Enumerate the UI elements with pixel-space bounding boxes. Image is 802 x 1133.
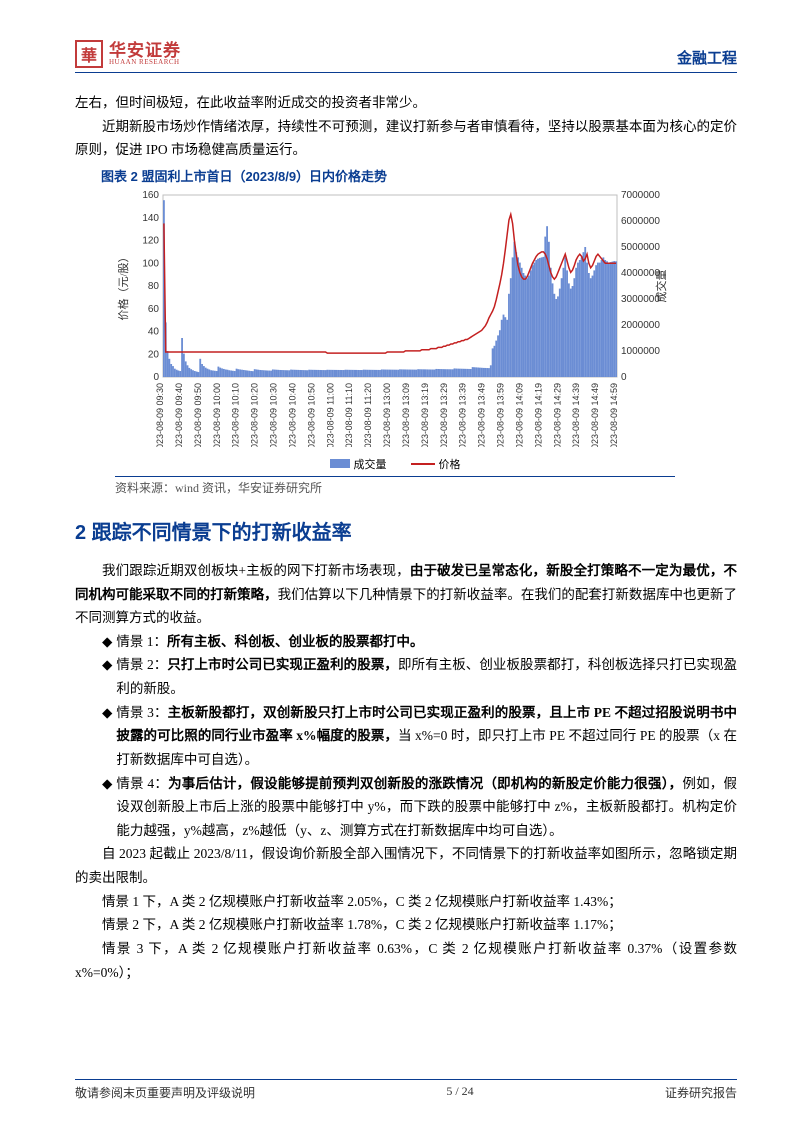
- page: 華 华安证券 HUAAN RESEARCH 金融工程 左右，但时间极短，在此收益…: [0, 0, 802, 1133]
- page-footer: 敬请参阅末页重要声明及评级说明 5 / 24 证券研究报告: [75, 1079, 737, 1101]
- svg-text:3000000: 3000000: [621, 294, 660, 305]
- svg-text:2023-08-09 10:00: 2023-08-09 10:00: [212, 383, 222, 447]
- svg-text:60: 60: [148, 304, 160, 315]
- logo-icon: 華: [75, 40, 103, 68]
- intro-p1: 左右，但时间极短，在此收益率附近成交的投资者非常少。: [75, 91, 737, 115]
- svg-text:2023-08-09 13:29: 2023-08-09 13:29: [439, 383, 449, 447]
- page-header: 華 华安证券 HUAAN RESEARCH 金融工程: [75, 40, 737, 73]
- svg-text:6000000: 6000000: [621, 216, 660, 227]
- svg-text:100: 100: [142, 258, 159, 269]
- bullet-icon: ◆: [102, 630, 112, 654]
- svg-text:2023-08-09 09:50: 2023-08-09 09:50: [193, 383, 203, 447]
- scenario-4: ◆ 情景 4：为事后估计，假设能够提前预判双创新股的涨跌情况（即机构的新股定价能…: [102, 772, 737, 843]
- svg-text:成交量: 成交量: [654, 269, 668, 302]
- svg-text:2000000: 2000000: [621, 320, 660, 331]
- price-volume-chart: 0 20 40 60 80 100 120 140 160 价格（元/股） 0 1000000 2000…: [115, 187, 675, 447]
- svg-text:2023-08-09 09:30: 2023-08-09 09:30: [155, 383, 165, 447]
- svg-text:2023-08-09 13:00: 2023-08-09 13:00: [382, 383, 392, 447]
- svg-text:2023-08-09 14:39: 2023-08-09 14:39: [571, 383, 581, 447]
- logo-cn: 华安证券: [109, 42, 181, 59]
- intro-block: 左右，但时间极短，在此收益率附近成交的投资者非常少。 近期新股市场炒作情绪浓厚，…: [75, 91, 737, 162]
- s2-intro: 我们跟踪近期双创板块+主板的网下打新市场表现，由于破发已呈常态化，新股全打策略不…: [75, 559, 737, 630]
- svg-text:2023-08-09 13:19: 2023-08-09 13:19: [420, 383, 430, 447]
- result-1: 情景 1 下，A 类 2 亿规模账户打新收益率 2.05%，C 类 2 亿规模账…: [75, 890, 737, 914]
- svg-text:7000000: 7000000: [621, 190, 660, 201]
- result-2: 情景 2 下，A 类 2 亿规模账户打新收益率 1.78%，C 类 2 亿规模账…: [75, 913, 737, 937]
- svg-text:2023-08-09 11:20: 2023-08-09 11:20: [363, 383, 373, 447]
- svg-text:5000000: 5000000: [621, 242, 660, 253]
- chart-legend: 成交量 价格: [115, 456, 675, 472]
- scenario-1: ◆ 情景 1：所有主板、科创板、创业板的股票都打中。: [102, 630, 737, 654]
- svg-text:2023-08-09 14:49: 2023-08-09 14:49: [590, 383, 600, 447]
- bullet-icon: ◆: [102, 653, 112, 700]
- logo: 華 华安证券 HUAAN RESEARCH: [75, 40, 181, 68]
- svg-text:2023-08-09 14:09: 2023-08-09 14:09: [514, 383, 524, 447]
- bullet-icon: ◆: [102, 701, 112, 772]
- legend-price-label: 价格: [439, 456, 461, 472]
- legend-volume: 成交量: [330, 456, 387, 472]
- svg-text:20: 20: [148, 349, 160, 360]
- chart-container: 0 20 40 60 80 100 120 140 160 价格（元/股） 0 1000000 2000…: [115, 187, 675, 472]
- scenario-2: ◆ 情景 2：只打上市时公司已实现正盈利的股票，即所有主板、创业板股票都打，科创…: [102, 653, 737, 700]
- section-2-body: 我们跟踪近期双创板块+主板的网下打新市场表现，由于破发已呈常态化，新股全打策略不…: [75, 559, 737, 984]
- footer-center: 5 / 24: [446, 1084, 473, 1101]
- svg-text:2023-08-09 13:39: 2023-08-09 13:39: [458, 383, 468, 447]
- svg-text:160: 160: [142, 190, 159, 201]
- svg-text:2023-08-09 10:30: 2023-08-09 10:30: [269, 383, 279, 447]
- chart-source: 资料来源：wind 资讯，华安证券研究所: [115, 476, 675, 496]
- svg-text:2023-08-09 11:10: 2023-08-09 11:10: [344, 383, 354, 447]
- svg-text:2023-08-09 13:09: 2023-08-09 13:09: [401, 383, 411, 447]
- svg-text:2023-08-09 10:20: 2023-08-09 10:20: [250, 383, 260, 447]
- section-2-title: 2 跟踪不同情景下的打新收益率: [75, 516, 737, 545]
- svg-text:2023-08-09 14:29: 2023-08-09 14:29: [552, 383, 562, 447]
- svg-text:2023-08-09 14:19: 2023-08-09 14:19: [533, 383, 543, 447]
- svg-text:120: 120: [142, 235, 159, 246]
- logo-en: HUAAN RESEARCH: [109, 59, 181, 66]
- legend-volume-swatch: [330, 459, 350, 468]
- svg-text:2023-08-09 10:10: 2023-08-09 10:10: [231, 383, 241, 447]
- footer-left: 敬请参阅末页重要声明及评级说明: [75, 1084, 255, 1101]
- legend-price-swatch: [411, 463, 435, 465]
- svg-text:2023-08-09 14:59: 2023-08-09 14:59: [609, 383, 619, 447]
- legend-price: 价格: [411, 456, 461, 472]
- svg-text:2023-08-09 10:40: 2023-08-09 10:40: [287, 383, 297, 447]
- result-3: 情景 3 下，A 类 2 亿规模账户打新收益率 0.63%，C 类 2 亿规模账…: [75, 937, 737, 984]
- svg-text:0: 0: [621, 372, 627, 383]
- footer-right: 证券研究报告: [665, 1084, 737, 1101]
- svg-text:2023-08-09 13:49: 2023-08-09 13:49: [477, 383, 487, 447]
- svg-text:价格（元/股）: 价格（元/股）: [116, 251, 130, 320]
- intro-p2: 近期新股市场炒作情绪浓厚，持续性不可预测，建议打新参与者审慎看待，坚持以股票基本…: [75, 115, 737, 162]
- s2-since: 自 2023 起截止 2023/8/11，假设询价新股全部入围情况下，不同情景下…: [75, 842, 737, 889]
- svg-text:0: 0: [153, 372, 159, 383]
- svg-text:1000000: 1000000: [621, 346, 660, 357]
- bullet-icon: ◆: [102, 772, 112, 843]
- chart-title: 图表 2 盟固利上市首日（2023/8/9）日内价格走势: [75, 166, 737, 185]
- svg-text:2023-08-09 11:00: 2023-08-09 11:00: [325, 383, 335, 447]
- svg-text:140: 140: [142, 213, 159, 224]
- svg-text:2023-08-09 09:40: 2023-08-09 09:40: [174, 383, 184, 447]
- svg-text:2023-08-09 10:50: 2023-08-09 10:50: [306, 383, 316, 447]
- svg-text:40: 40: [148, 326, 160, 337]
- scenario-3: ◆ 情景 3：主板新股都打，双创新股只打上市时公司已实现正盈利的股票，且上市 P…: [102, 701, 737, 772]
- svg-text:80: 80: [148, 281, 160, 292]
- svg-text:2023-08-09 13:59: 2023-08-09 13:59: [496, 383, 506, 447]
- legend-volume-label: 成交量: [354, 456, 387, 472]
- header-category: 金融工程: [677, 47, 737, 68]
- svg-text:4000000: 4000000: [621, 268, 660, 279]
